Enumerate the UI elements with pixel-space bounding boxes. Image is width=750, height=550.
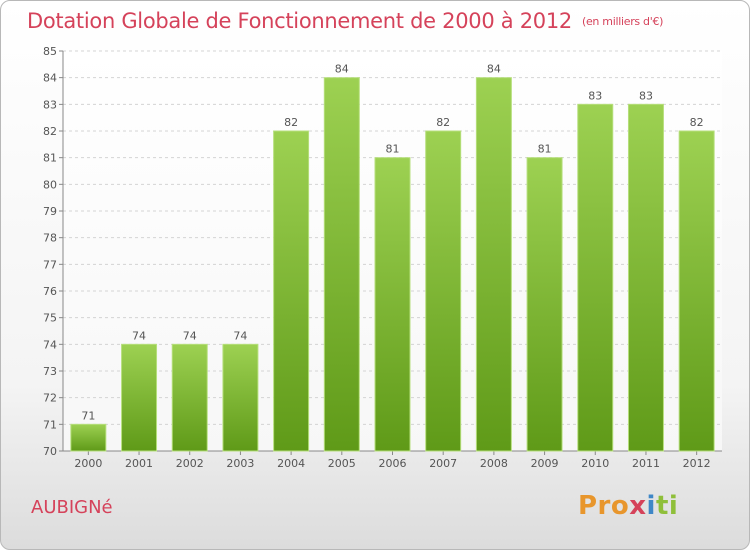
data-label: 82 <box>436 116 450 129</box>
bars <box>70 77 715 452</box>
data-label: 84 <box>487 63 501 76</box>
y-tick-label: 70 <box>43 445 57 458</box>
y-tick-label: 74 <box>43 338 57 351</box>
logo-part: ti <box>655 491 679 521</box>
y-tick-label: 82 <box>43 125 57 138</box>
data-label: 74 <box>132 329 146 342</box>
title-text: Dotation Globale de Fonctionnement de 20… <box>27 9 572 33</box>
commune-name: AUBIGNé <box>31 497 113 518</box>
data-label: 74 <box>183 329 197 342</box>
data-label: 81 <box>538 143 552 156</box>
x-tick-label: 2004 <box>277 457 305 470</box>
x-tick-label: 2002 <box>176 457 204 470</box>
bar <box>627 103 664 452</box>
data-label: 83 <box>588 89 602 102</box>
bar <box>678 130 715 452</box>
y-tick-label: 76 <box>43 285 57 298</box>
y-tick-label: 84 <box>43 72 57 85</box>
x-tick-label: 2008 <box>480 457 508 470</box>
bar <box>577 103 614 452</box>
y-tick-label: 75 <box>43 312 57 325</box>
x-tick-label: 2005 <box>328 457 356 470</box>
chart-title: Dotation Globale de Fonctionnement de 20… <box>27 9 663 33</box>
x-tick-label: 2007 <box>429 457 457 470</box>
x-tick-label: 2011 <box>632 457 660 470</box>
x-tick-label: 2000 <box>74 457 102 470</box>
labels: 70 71 72 73 74 75 76 77 78 79 80 81 82 83 84 85 71 2000 74… <box>43 45 711 470</box>
logo-part: x <box>629 491 647 521</box>
bar <box>273 130 310 452</box>
y-tick-label: 77 <box>43 258 57 271</box>
data-label: 84 <box>335 63 349 76</box>
x-tick-label: 2010 <box>581 457 609 470</box>
x-tick-label: 2006 <box>379 457 407 470</box>
bar <box>526 157 563 452</box>
x-tick-label: 2012 <box>683 457 711 470</box>
y-tick-label: 72 <box>43 392 57 405</box>
bar <box>70 423 107 452</box>
x-tick-label: 2009 <box>531 457 559 470</box>
bar <box>222 343 259 452</box>
y-tick-label: 78 <box>43 232 57 245</box>
data-label: 82 <box>284 116 298 129</box>
bar <box>171 343 208 452</box>
data-label: 82 <box>690 116 704 129</box>
bar <box>425 130 462 452</box>
x-tick-label: 2001 <box>125 457 153 470</box>
y-tick-label: 79 <box>43 205 57 218</box>
bar <box>323 77 360 452</box>
y-tick-label: 71 <box>43 418 57 431</box>
x-tick-label: 2003 <box>226 457 254 470</box>
unit-label: (en milliers d'€) <box>581 15 664 28</box>
data-label: 71 <box>81 409 95 422</box>
proxiti-logo: Proxiti <box>578 491 678 521</box>
data-label: 74 <box>233 329 247 342</box>
bar <box>475 77 512 452</box>
y-tick-label: 85 <box>43 45 57 58</box>
bar <box>374 157 411 452</box>
bar <box>121 343 158 452</box>
logo-part: i <box>646 491 656 521</box>
y-tick-label: 81 <box>43 152 57 165</box>
y-tick-label: 80 <box>43 178 57 191</box>
data-label: 83 <box>639 89 653 102</box>
logo-part: Pro <box>578 491 630 521</box>
data-label: 81 <box>386 143 400 156</box>
y-tick-label: 73 <box>43 365 57 378</box>
y-tick-label: 83 <box>43 98 57 111</box>
